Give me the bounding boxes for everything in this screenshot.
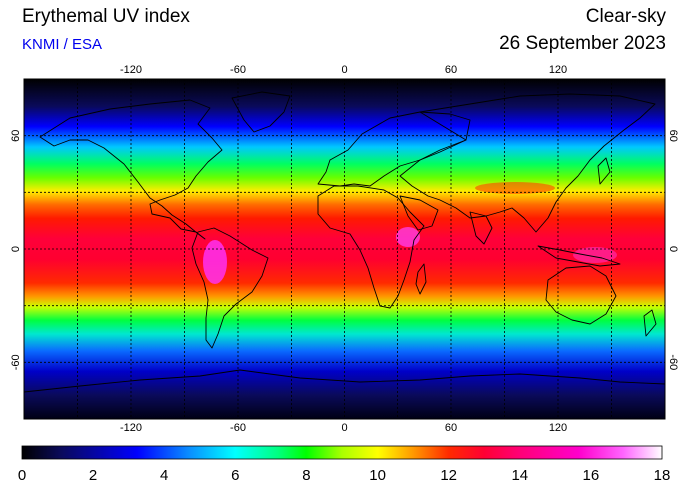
sky-condition-label: Clear-sky [585,6,666,27]
new-zealand-coastline [643,309,657,337]
colorbar-tick-label: 6 [231,467,239,484]
map-title: Erythemal UV index [22,6,190,27]
date-label: 26 September 2023 [499,33,666,54]
coastlines [24,91,665,393]
map-frame [23,78,666,420]
colorbar-ticks: 0 2 4 6 8 10 12 14 16 18 [18,467,671,484]
lat-tick-left: -60 [10,354,22,370]
colorbar-tick-label: 12 [440,467,457,484]
lat-tick-right: -60 [667,354,679,370]
lon-tick-top: 0 [341,64,347,76]
lon-tick-bottom: 0 [341,422,347,434]
lat-tick-left: 60 [10,130,22,142]
colorbar-tick-label: 14 [511,467,528,484]
colorbar-tick-label: 0 [18,467,26,484]
data-source-label: KNMI / ESA [22,36,103,53]
japan-coastline [597,157,611,185]
north-america-coastline [39,99,223,240]
australia-coastline [545,265,617,325]
lon-tick-top: -120 [120,64,142,76]
lon-tick-top: 60 [445,64,457,76]
colorbar-tick-label: 10 [369,467,386,484]
arabia-coastline [399,195,439,231]
lon-tick-bottom: -120 [120,422,142,434]
lat-tick-right: 0 [667,246,679,252]
africa-coastline [317,185,425,309]
lon-tick-bottom: 120 [549,422,567,434]
south-america-coastline [191,227,269,349]
colorbar [21,445,663,460]
madagascar-coastline [415,263,427,295]
tibet-uv-feature [475,182,555,194]
antarctica-coastline [24,369,665,393]
india-coastline [469,211,493,245]
europe-coastline [317,111,471,187]
colorbar-tick-label: 2 [89,467,97,484]
colorbar-tick-label: 16 [583,467,600,484]
lon-tick-bottom: 60 [445,422,457,434]
graticule [24,79,665,419]
lat-tick-right: 60 [667,130,679,142]
colorbar-tick-label: 4 [160,467,168,484]
greenland-coastline [231,91,291,133]
asia-coastline [399,93,656,233]
colorbar-tick-label: 18 [654,467,671,484]
indonesia-coastline [537,245,621,267]
andes-uv-maximum [203,240,227,284]
colorbar-tick-label: 8 [302,467,310,484]
lon-tick-top: -60 [230,64,246,76]
lon-tick-top: 120 [549,64,567,76]
lat-tick-left: 0 [10,246,22,252]
lon-tick-bottom: -60 [230,422,246,434]
